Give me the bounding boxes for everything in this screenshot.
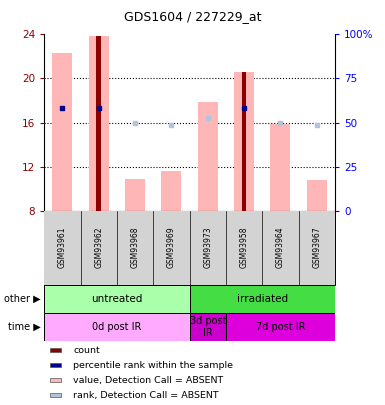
Text: GSM93964: GSM93964 bbox=[276, 227, 285, 269]
Bar bbox=[52, 53, 72, 211]
Bar bbox=[50, 363, 61, 367]
Text: GSM93973: GSM93973 bbox=[203, 227, 212, 269]
Bar bbox=[226, 313, 335, 341]
Bar bbox=[234, 72, 254, 211]
Text: GDS1604 / 227229_at: GDS1604 / 227229_at bbox=[124, 11, 261, 23]
Text: untreated: untreated bbox=[91, 294, 142, 304]
Text: 0d post IR: 0d post IR bbox=[92, 322, 142, 332]
Text: GSM93958: GSM93958 bbox=[239, 227, 249, 269]
Text: GSM93962: GSM93962 bbox=[94, 227, 103, 269]
Bar bbox=[50, 378, 61, 382]
Bar bbox=[80, 211, 117, 285]
Bar bbox=[270, 124, 290, 211]
Bar bbox=[190, 211, 226, 285]
Bar bbox=[153, 211, 189, 285]
Bar bbox=[190, 285, 335, 313]
Text: GSM93969: GSM93969 bbox=[167, 227, 176, 269]
Bar bbox=[44, 211, 80, 285]
Text: irradiated: irradiated bbox=[237, 294, 288, 304]
Bar bbox=[262, 211, 299, 285]
Text: GSM93961: GSM93961 bbox=[58, 227, 67, 269]
Bar bbox=[50, 393, 61, 397]
Text: count: count bbox=[73, 346, 100, 355]
Bar bbox=[198, 102, 218, 211]
Bar bbox=[242, 72, 246, 211]
Text: rank, Detection Call = ABSENT: rank, Detection Call = ABSENT bbox=[73, 391, 219, 400]
Text: value, Detection Call = ABSENT: value, Detection Call = ABSENT bbox=[73, 376, 224, 385]
Bar bbox=[44, 285, 190, 313]
Text: percentile rank within the sample: percentile rank within the sample bbox=[73, 361, 233, 370]
Bar bbox=[117, 211, 153, 285]
Text: 7d post IR: 7d post IR bbox=[256, 322, 305, 332]
Bar bbox=[44, 313, 190, 341]
Text: GSM93967: GSM93967 bbox=[312, 227, 321, 269]
Text: GSM93968: GSM93968 bbox=[131, 227, 140, 269]
Bar bbox=[307, 180, 327, 211]
Text: time ▶: time ▶ bbox=[8, 322, 41, 332]
Bar bbox=[50, 348, 61, 352]
Bar bbox=[161, 171, 181, 211]
Bar bbox=[226, 211, 262, 285]
Bar bbox=[89, 36, 109, 211]
Text: 3d post
IR: 3d post IR bbox=[189, 316, 226, 338]
Bar bbox=[96, 36, 101, 211]
Text: other ▶: other ▶ bbox=[4, 294, 41, 304]
Bar bbox=[190, 313, 226, 341]
Bar bbox=[299, 211, 335, 285]
Bar bbox=[125, 179, 145, 211]
